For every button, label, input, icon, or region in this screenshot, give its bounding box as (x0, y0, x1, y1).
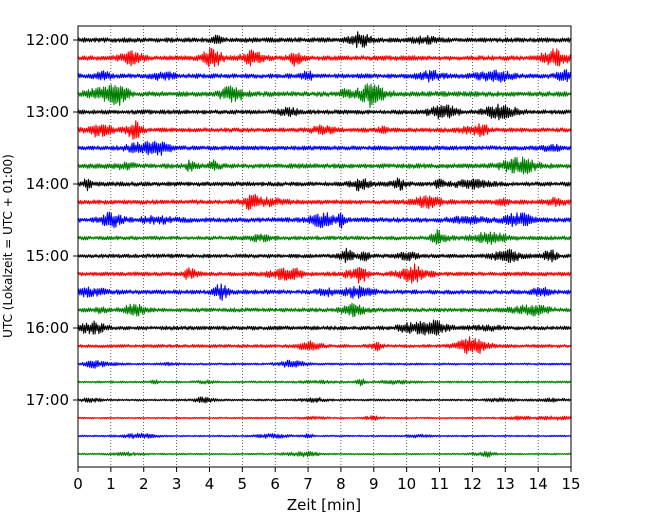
plot-area-background (78, 26, 571, 467)
x-tick-label: 0 (73, 475, 83, 493)
x-tick-label: 10 (397, 475, 416, 493)
trace-line (77, 396, 572, 404)
trace-line (77, 211, 572, 229)
x-tick-label: 12 (463, 475, 482, 493)
trace-line (77, 31, 572, 49)
trace-line (77, 120, 572, 140)
x-tick-label: 15 (561, 475, 580, 493)
plot-frame (77, 25, 572, 468)
x-tick-label: 3 (172, 475, 182, 493)
y-tick-label: 13:00 (26, 103, 69, 121)
x-tick-label: 4 (205, 475, 215, 493)
x-tick-label: 8 (336, 475, 346, 493)
x-tick-label: 5 (238, 475, 248, 493)
traces (77, 31, 572, 458)
trace-line (77, 177, 572, 192)
trace-line (77, 140, 572, 156)
trace-line (77, 83, 572, 109)
trace-line (77, 450, 572, 458)
x-tick-label: 9 (369, 475, 379, 493)
y-tick-label: 12:00 (26, 31, 69, 49)
x-axis: 0 1 2 3 4 5 6 7 8 9 10 11 12 13 14 15 (73, 467, 581, 493)
x-tick-label: 7 (303, 475, 313, 493)
y-tick-label: 15:00 (26, 247, 69, 265)
trace-line (77, 193, 572, 211)
trace-line (77, 336, 572, 355)
trace-line (77, 103, 572, 121)
trace-line (77, 229, 572, 245)
trace-line (77, 359, 572, 369)
trace-line (77, 378, 572, 387)
trace-line (77, 432, 572, 440)
y-axis-label: UTC (Lokalzeit = UTC + 01:00) (1, 154, 15, 338)
trace-line (77, 302, 572, 318)
trace-line (77, 69, 572, 83)
x-tick-label: 1 (106, 475, 116, 493)
trace-line (77, 319, 572, 336)
y-axis: 12:00 13:00 14:00 15:00 16:00 17:00 (26, 31, 78, 409)
x-tick-label: 14 (529, 475, 548, 493)
trace-line (77, 415, 572, 421)
y-tick-label: 17:00 (26, 391, 69, 409)
trace-line (77, 263, 572, 284)
x-tick-label: 11 (430, 475, 449, 493)
trace-line (77, 47, 572, 68)
trace-line (77, 247, 572, 264)
x-tick-label: 2 (139, 475, 149, 493)
x-axis-label: Zeit [min] (287, 496, 361, 514)
trace-line (77, 283, 572, 301)
trace-line (77, 156, 572, 175)
y-tick-label: 14:00 (26, 175, 69, 193)
x-tick-label: 6 (270, 475, 280, 493)
x-tick-label: 13 (496, 475, 515, 493)
y-tick-label: 16:00 (26, 319, 69, 337)
